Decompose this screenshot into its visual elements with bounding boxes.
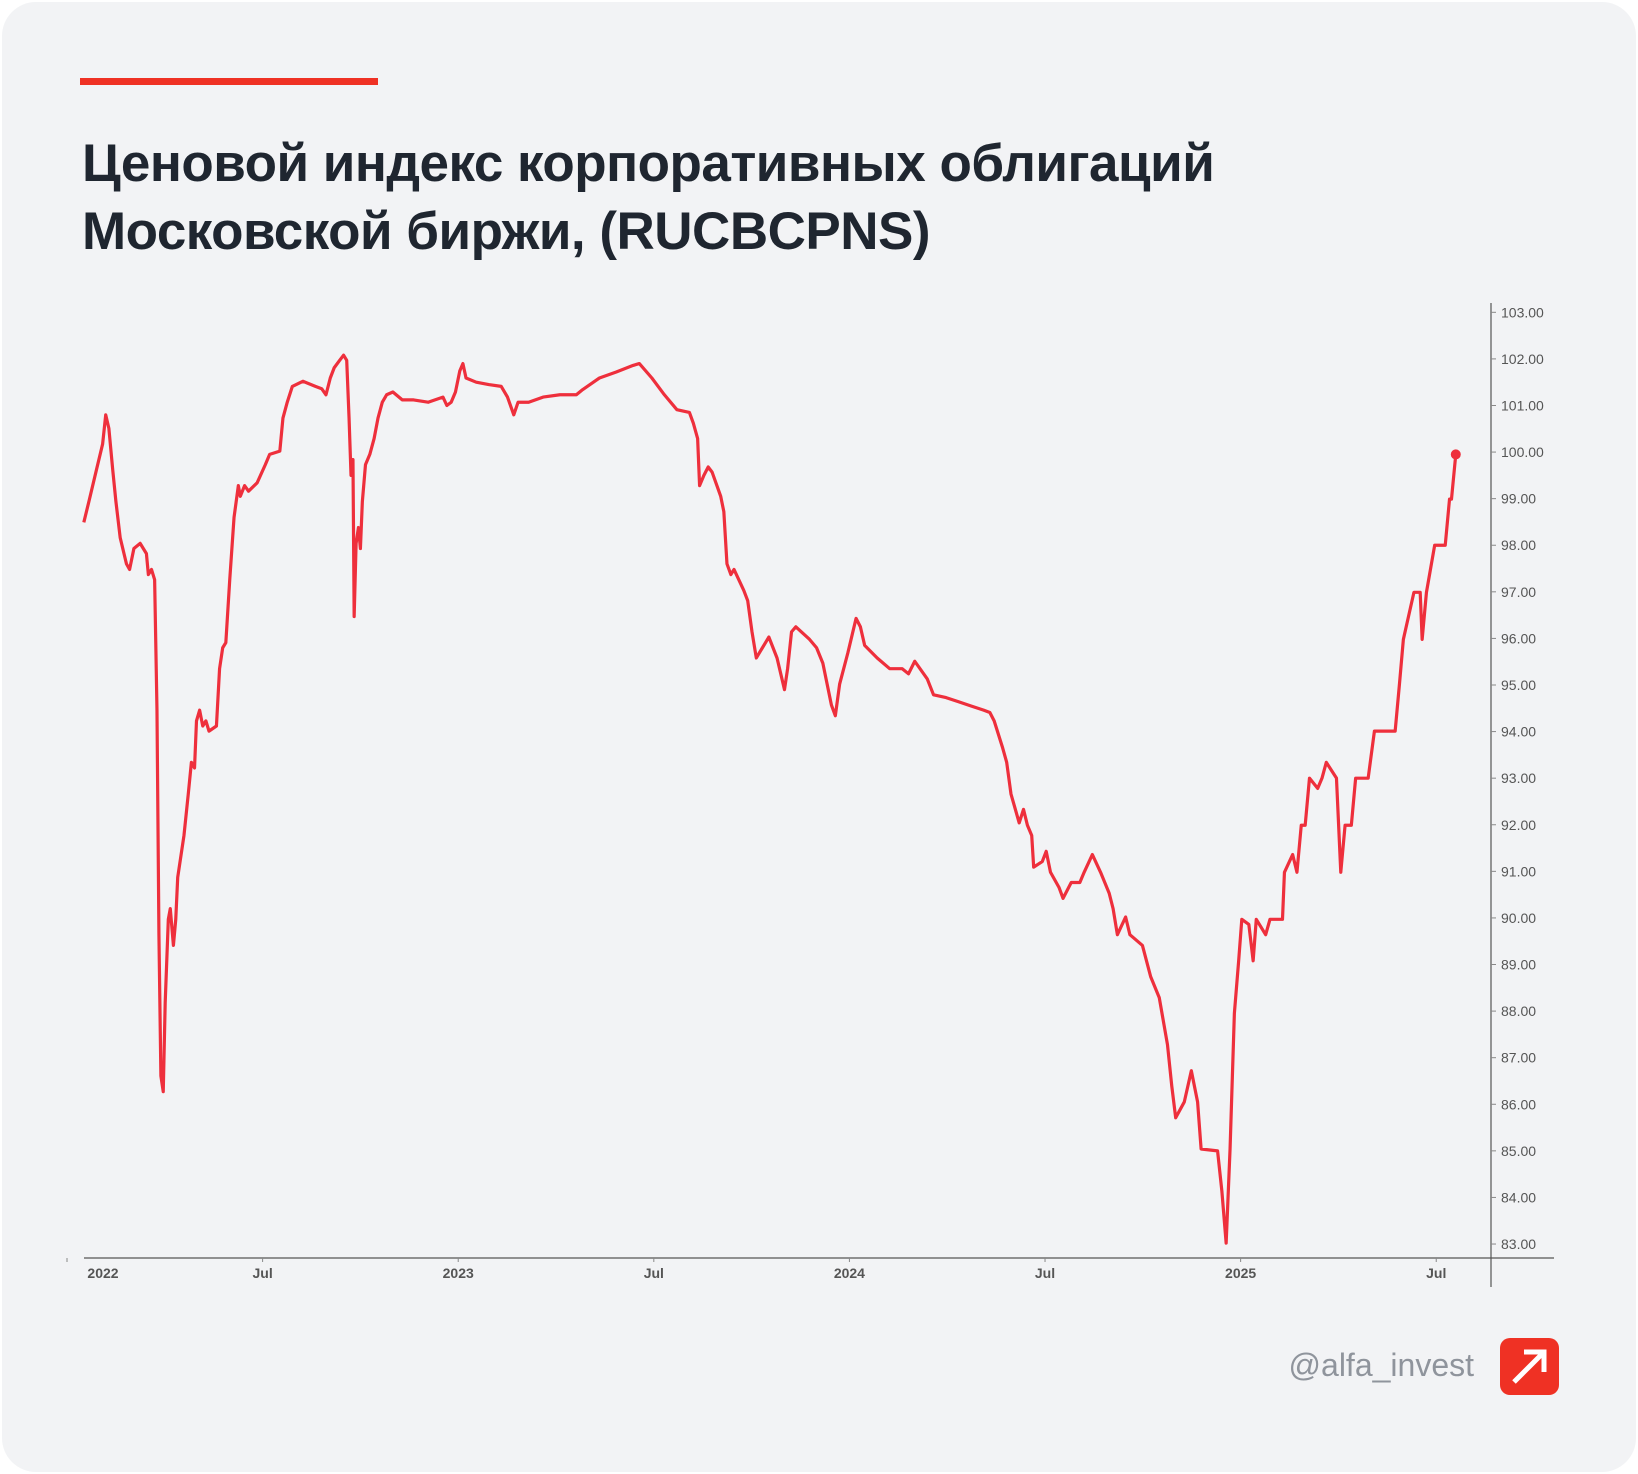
- y-tick-label: 85.00: [1501, 1143, 1536, 1159]
- x-tick-label: Jul: [644, 1265, 664, 1281]
- y-tick-label: 100.00: [1501, 444, 1544, 460]
- logo[interactable]: [1500, 1338, 1559, 1395]
- y-tick-label: 83.00: [1501, 1236, 1536, 1252]
- y-tick-label: 99.00: [1501, 491, 1536, 507]
- x-tick-label: 2022: [87, 1265, 118, 1281]
- y-tick-label: 95.00: [1501, 677, 1536, 693]
- y-tick-label: 84.00: [1501, 1189, 1536, 1205]
- y-tick-label: 91.00: [1501, 863, 1536, 879]
- x-tick-label: 2025: [1225, 1265, 1256, 1281]
- y-tick-label: 86.00: [1501, 1096, 1536, 1112]
- y-tick-label: 94.00: [1501, 724, 1536, 740]
- y-tick-label: 93.00: [1501, 770, 1536, 786]
- y-tick-label: 96.00: [1501, 630, 1536, 646]
- social-handle[interactable]: @alfa_invest: [1288, 1347, 1474, 1383]
- y-tick-label: 87.00: [1501, 1050, 1536, 1066]
- data-line: [82, 353, 1458, 1245]
- y-tick-label: 98.00: [1501, 537, 1536, 553]
- accent-bar: [80, 78, 378, 85]
- y-tick-label: 97.00: [1501, 584, 1536, 600]
- y-tick-label: 101.00: [1501, 397, 1544, 413]
- y-tick-label: 89.00: [1501, 957, 1536, 973]
- x-tick-label: Jul: [1035, 1265, 1055, 1281]
- y-tick-label: 88.00: [1501, 1003, 1536, 1019]
- chart-title: Ценовой индекс корпоративных облигаций М…: [82, 134, 1215, 261]
- x-tick-label: Jul: [252, 1265, 272, 1281]
- x-tick-label: Jul: [1426, 1265, 1446, 1281]
- end-point: [1450, 449, 1461, 460]
- y-tick-label: 92.00: [1501, 817, 1536, 833]
- y-tick-label: 102.00: [1501, 351, 1544, 367]
- y-tick-label: 103.00: [1501, 304, 1544, 320]
- x-tick-label: 2023: [443, 1265, 474, 1281]
- x-tick-label: 2024: [834, 1265, 865, 1281]
- y-tick-label: 90.00: [1501, 910, 1536, 926]
